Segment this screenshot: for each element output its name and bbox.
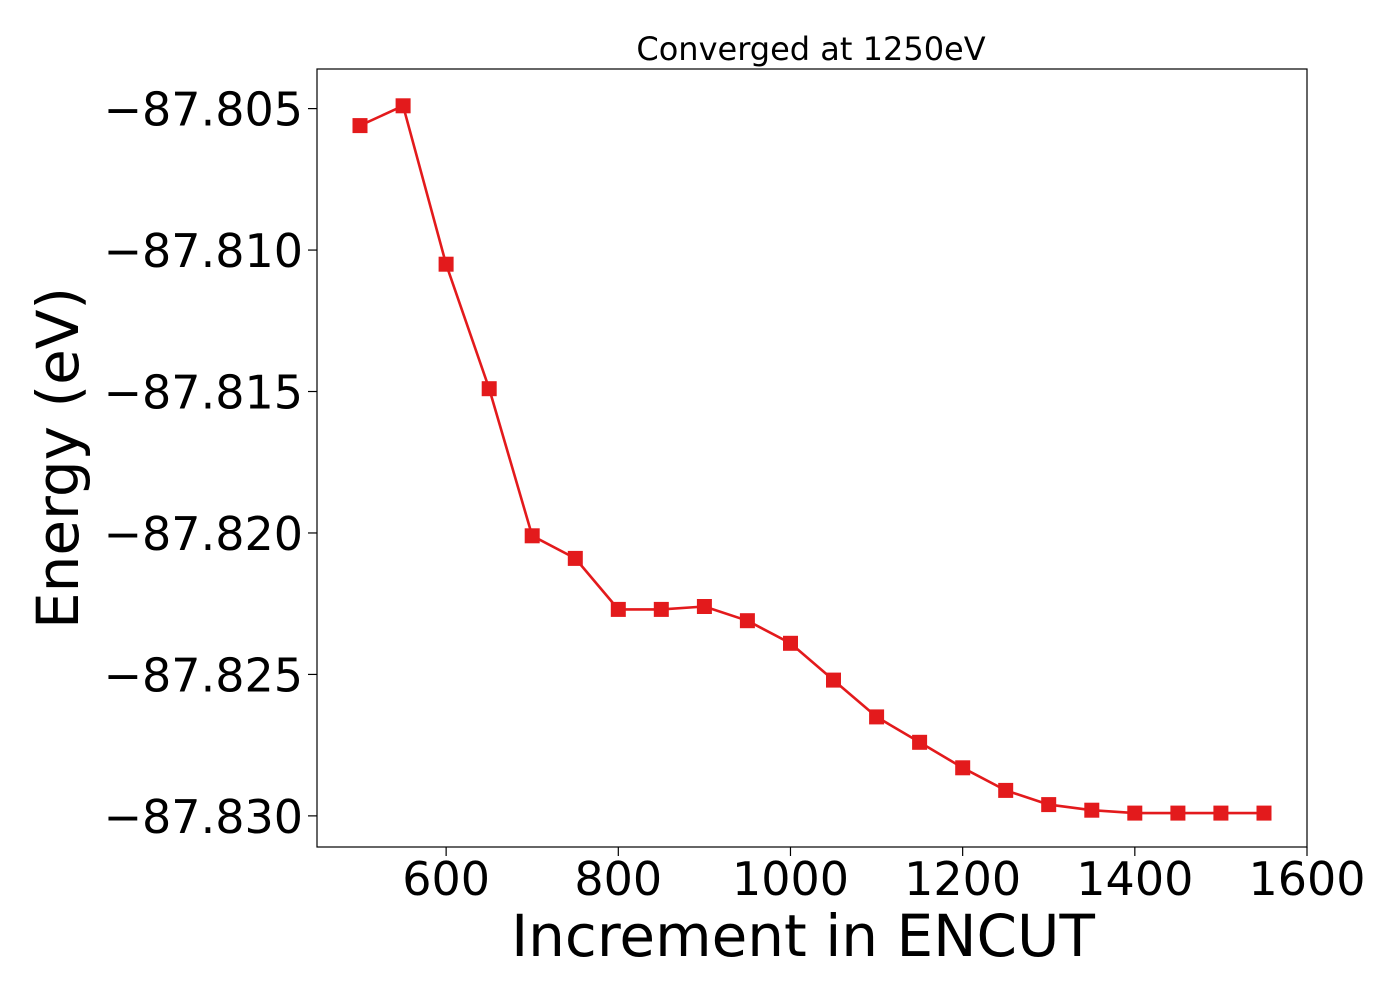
data-point — [653, 601, 669, 617]
x-tick-label: 1600 — [1248, 852, 1365, 906]
y-tick-label: −87.815 — [104, 366, 304, 420]
data-point — [1170, 805, 1186, 821]
data-point — [1256, 805, 1272, 821]
data-point — [567, 550, 583, 566]
data-point — [438, 256, 454, 272]
data-point — [783, 635, 798, 651]
data-point — [1041, 797, 1057, 813]
x-axis-label: Increment in ENCUT — [511, 902, 1095, 970]
data-point — [395, 98, 411, 114]
y-tick-label: −87.830 — [104, 790, 304, 844]
y-tick-label: −87.810 — [104, 224, 304, 278]
data-point — [524, 528, 540, 544]
data-point — [352, 118, 368, 134]
data-point — [869, 709, 885, 725]
x-axis: 600 800 1000 1200 1400 1600 — [402, 847, 1366, 906]
y-axis: −87.805 −87.810 −87.815 −87.820 −87.825 −87.8… — [104, 83, 317, 844]
series-line — [359, 104, 1264, 815]
data-point — [696, 599, 712, 614]
x-tick-label: 600 — [402, 852, 490, 906]
x-tick-label: 1400 — [1076, 852, 1193, 906]
data-point — [912, 734, 928, 750]
x-tick-label: 1000 — [732, 852, 849, 906]
data-point — [955, 760, 971, 776]
data-point — [1084, 802, 1100, 818]
plot-frame — [316, 68, 1308, 848]
series-markers — [352, 98, 1272, 821]
data-point — [610, 601, 626, 617]
x-tick-label: 1200 — [904, 852, 1021, 906]
x-tick-label: 800 — [574, 852, 662, 906]
data-point — [739, 613, 755, 629]
y-axis-label: Energy (eV) — [24, 287, 92, 629]
data-point — [481, 381, 497, 397]
plot-area: −87.805 −87.810 −87.815 −87.820 −87.825 −87.8… — [104, 68, 1366, 906]
data-point — [826, 672, 841, 688]
y-tick-label: −87.825 — [104, 648, 304, 702]
chart-title: Converged at 1250eV — [636, 30, 985, 68]
data-point — [1127, 805, 1143, 821]
data-point — [1213, 805, 1229, 821]
data-point — [998, 782, 1014, 798]
y-tick-label: −87.805 — [104, 83, 304, 137]
y-tick-label: −87.820 — [104, 507, 304, 561]
